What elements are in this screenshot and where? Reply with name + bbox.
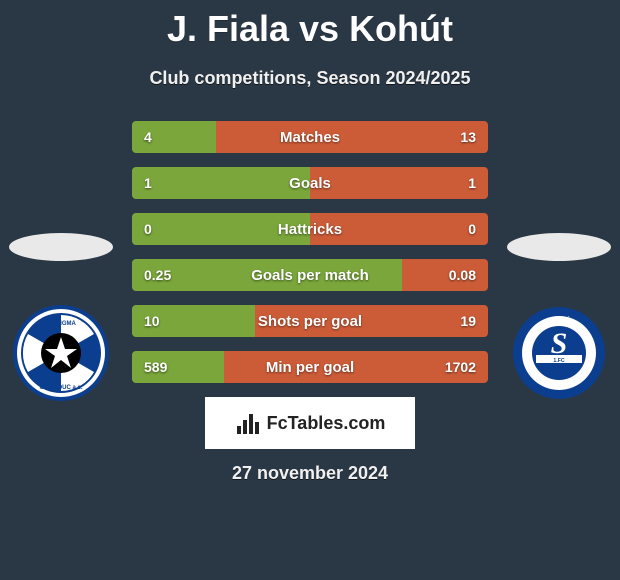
slovacko-badge-icon: S 1.FC FOTBALOVÝ KLUB SLOVÁCKO bbox=[511, 305, 607, 401]
branding-box: FcTables.com bbox=[205, 397, 415, 449]
left-club-badge: SK SIGMA OLOMOUC a.s. bbox=[11, 303, 111, 403]
date-text: 27 november 2024 bbox=[0, 463, 620, 484]
fctables-logo-icon bbox=[235, 410, 261, 436]
stat-bar-right bbox=[216, 121, 488, 153]
stat-bar-left bbox=[132, 121, 216, 153]
left-player-column: SK SIGMA OLOMOUC a.s. bbox=[6, 233, 116, 403]
stat-row: Matches413 bbox=[132, 121, 488, 153]
stat-bar-right bbox=[310, 213, 488, 245]
stat-bar-left bbox=[132, 351, 224, 383]
stats-table: Matches413 Goals11 Hattricks00 Goals per ma… bbox=[132, 121, 488, 383]
stat-row: Goals11 bbox=[132, 167, 488, 199]
svg-text:S: S bbox=[551, 327, 568, 360]
left-avatar-placeholder bbox=[9, 233, 113, 261]
branding-text: FcTables.com bbox=[267, 413, 386, 434]
stat-row: Goals per match0.250.08 bbox=[132, 259, 488, 291]
stat-bar-left bbox=[132, 167, 310, 199]
stat-row: Hattricks00 bbox=[132, 213, 488, 245]
stat-row: Shots per goal1019 bbox=[132, 305, 488, 337]
svg-text:1.FC: 1.FC bbox=[553, 358, 564, 364]
stat-bar-right bbox=[224, 351, 488, 383]
right-avatar-placeholder bbox=[507, 233, 611, 261]
stat-bar-left bbox=[132, 213, 310, 245]
right-player-column: S 1.FC FOTBALOVÝ KLUB SLOVÁCKO bbox=[504, 233, 614, 403]
stat-bar-right bbox=[255, 305, 488, 337]
svg-text:SK SIGMA: SK SIGMA bbox=[46, 321, 76, 327]
stat-bar-left bbox=[132, 259, 402, 291]
stat-row: Min per goal5891702 bbox=[132, 351, 488, 383]
svg-text:OLOMOUC a.s.: OLOMOUC a.s. bbox=[39, 385, 82, 391]
comparison-panel: SK SIGMA OLOMOUC a.s. S 1.FC FOTBALOVÝ K… bbox=[0, 121, 620, 484]
stat-bar-right bbox=[402, 259, 488, 291]
stat-bar-right bbox=[310, 167, 488, 199]
sigma-olomouc-badge-icon: SK SIGMA OLOMOUC a.s. bbox=[13, 305, 109, 401]
page-title: J. Fiala vs Kohút bbox=[0, 0, 620, 50]
right-club-badge: S 1.FC FOTBALOVÝ KLUB SLOVÁCKO bbox=[509, 303, 609, 403]
subtitle: Club competitions, Season 2024/2025 bbox=[0, 68, 620, 89]
stat-bar-left bbox=[132, 305, 255, 337]
